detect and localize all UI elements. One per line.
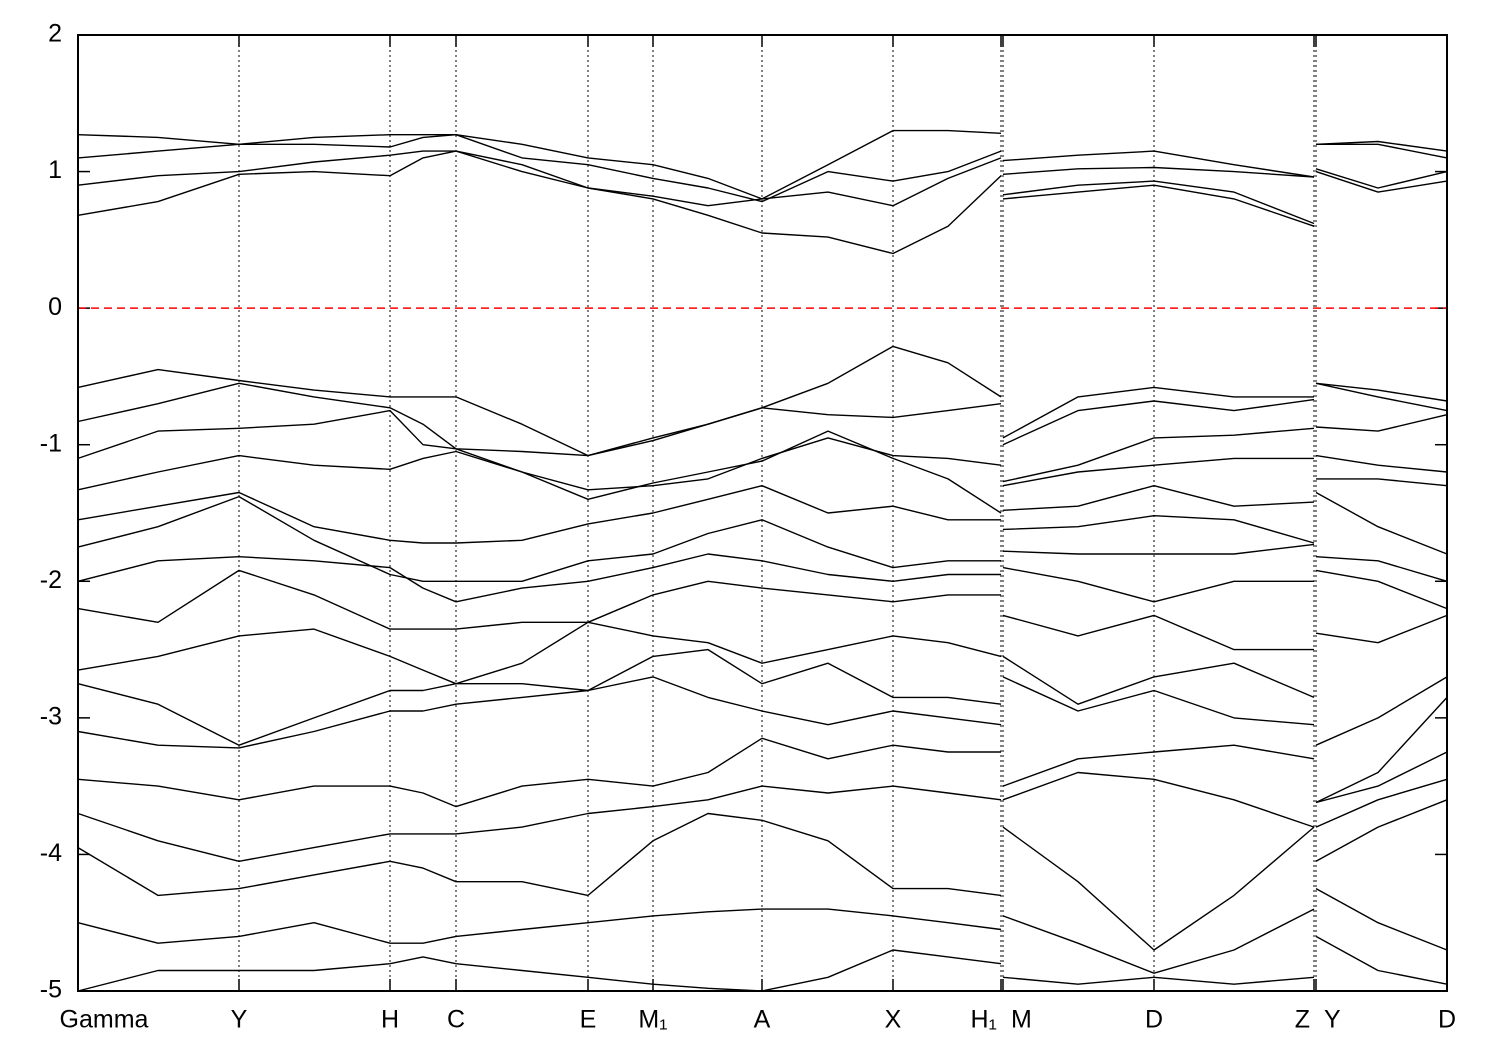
band-line — [77, 614, 1448, 685]
band-line — [77, 935, 1448, 992]
y-tick-label: -1 — [40, 429, 62, 457]
x-tick-label: Y — [1324, 1006, 1341, 1034]
x-tick-label: Y — [231, 1006, 248, 1034]
x-tick-label: E — [580, 1006, 597, 1034]
x-tick-label: Z — [1295, 1006, 1310, 1034]
y-tick-label: -4 — [40, 839, 62, 867]
band-line — [77, 491, 1448, 582]
band-line — [77, 771, 1448, 862]
x-tick-label: X — [885, 1006, 902, 1034]
band-line — [77, 799, 1448, 951]
band-line — [77, 648, 1448, 746]
x-tick-label: H — [381, 1006, 399, 1034]
band-line — [77, 382, 1448, 457]
band-line — [77, 887, 1448, 974]
band-line — [77, 345, 1448, 457]
x-tick-label: H₁ — [971, 1006, 998, 1034]
y-tick-label: -5 — [40, 976, 62, 1004]
y-tick-label: -2 — [40, 566, 62, 594]
band-line — [77, 478, 1448, 544]
y-tick-label: -3 — [40, 702, 62, 730]
band-line — [77, 150, 1448, 255]
band-line — [77, 409, 1448, 491]
band-line — [77, 134, 1448, 203]
y-tick-label: 2 — [48, 20, 62, 48]
x-tick-label: D — [1145, 1006, 1163, 1034]
x-tick-label: A — [754, 1006, 771, 1034]
x-tick-label: C — [447, 1006, 465, 1034]
x-tick-label: M — [1011, 1006, 1032, 1034]
x-tick-label: D — [1438, 1006, 1456, 1034]
band-line — [77, 129, 1448, 200]
band-line — [77, 676, 1448, 804]
x-tick-label: M₁ — [638, 1006, 667, 1034]
band-line — [77, 737, 1448, 808]
y-tick-label: 0 — [48, 293, 62, 321]
band-line — [77, 543, 1448, 603]
plot-frame — [77, 34, 1448, 992]
band-line — [77, 430, 1448, 514]
y-tick-label: 1 — [48, 156, 62, 184]
x-tick-label: Gamma — [60, 1006, 149, 1034]
band-line — [77, 150, 1448, 225]
band-line — [77, 566, 1448, 630]
